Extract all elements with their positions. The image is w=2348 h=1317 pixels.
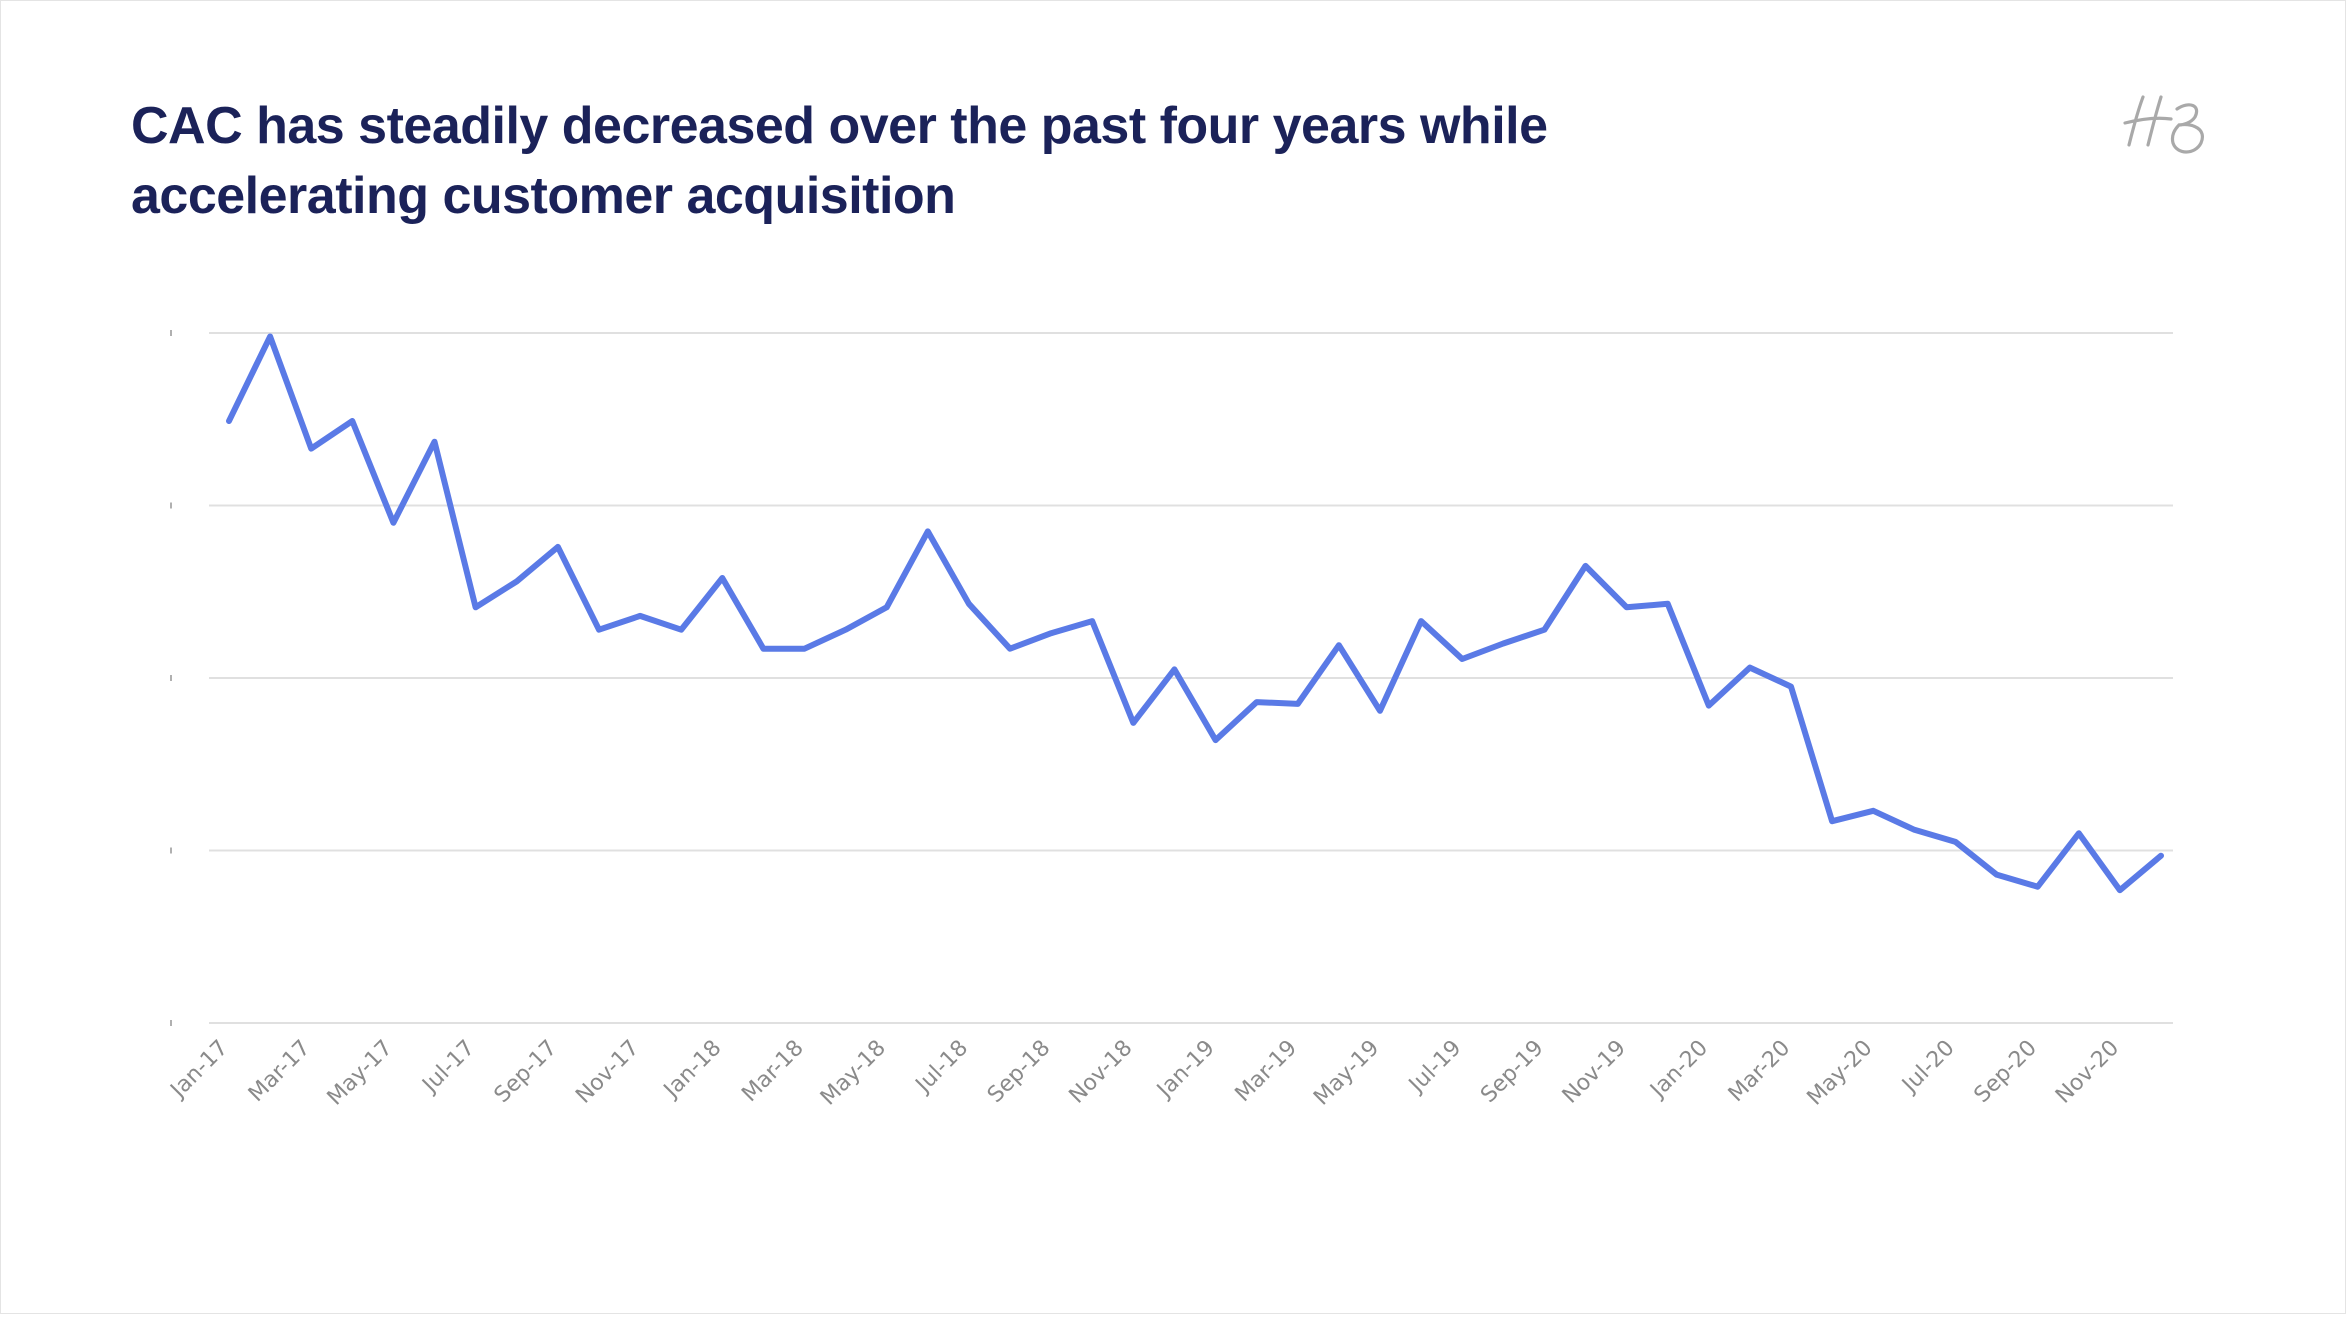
x-tick-label-Mar-20: Mar-20 bbox=[1724, 1036, 1795, 1107]
chart-title: CAC has steadily decreased over the past… bbox=[131, 97, 1548, 225]
grid-lines bbox=[170, 330, 2173, 1026]
x-tick-label-Sep-19: Sep-19 bbox=[1476, 1036, 1548, 1108]
x-tick-label-Jan-19: Jan-19 bbox=[1151, 1036, 1219, 1104]
x-tick-label-Jan-18: Jan-18 bbox=[658, 1036, 726, 1104]
hb-logo-icon bbox=[2123, 95, 2204, 154]
x-tick-label-Nov-20: Nov-20 bbox=[2051, 1036, 2124, 1109]
x-tick-label-May-20: May-20 bbox=[1803, 1036, 1878, 1111]
series-line-0 bbox=[226, 333, 2164, 894]
x-tick-label-Jan-20: Jan-20 bbox=[1645, 1036, 1713, 1104]
x-tick-label-Mar-17: Mar-17 bbox=[244, 1036, 315, 1107]
x-tick-label-Jul-17: Jul-17 bbox=[417, 1036, 480, 1099]
x-tick-label-Nov-19: Nov-19 bbox=[1558, 1036, 1631, 1109]
x-tick-label-Mar-19: Mar-19 bbox=[1231, 1036, 1302, 1107]
x-axis-tick-labels: Jan-17 Mar-17 May-17 Jul-17 Sep-17 Nov-17 Jan-… bbox=[165, 1036, 2124, 1111]
series-layer bbox=[226, 333, 2164, 894]
x-tick-label-Sep-20: Sep-20 bbox=[1970, 1036, 2042, 1108]
x-tick-label-Jul-20: Jul-20 bbox=[1896, 1036, 1959, 1099]
x-tick-label-Jan-17: Jan-17 bbox=[165, 1036, 233, 1104]
x-tick-label-Sep-17: Sep-17 bbox=[490, 1036, 562, 1108]
x-tick-label-Sep-18: Sep-18 bbox=[983, 1036, 1055, 1108]
x-tick-label-May-18: May-18 bbox=[816, 1036, 891, 1111]
x-tick-label-Jul-19: Jul-19 bbox=[1403, 1036, 1466, 1099]
x-tick-label-Nov-17: Nov-17 bbox=[571, 1036, 644, 1109]
x-tick-label-Jul-18: Jul-18 bbox=[910, 1036, 973, 1099]
x-tick-label-Mar-18: Mar-18 bbox=[737, 1036, 808, 1107]
x-tick-label-May-17: May-17 bbox=[323, 1036, 398, 1111]
x-tick-label-Nov-18: Nov-18 bbox=[1065, 1036, 1138, 1109]
x-tick-label-May-19: May-19 bbox=[1309, 1036, 1384, 1111]
